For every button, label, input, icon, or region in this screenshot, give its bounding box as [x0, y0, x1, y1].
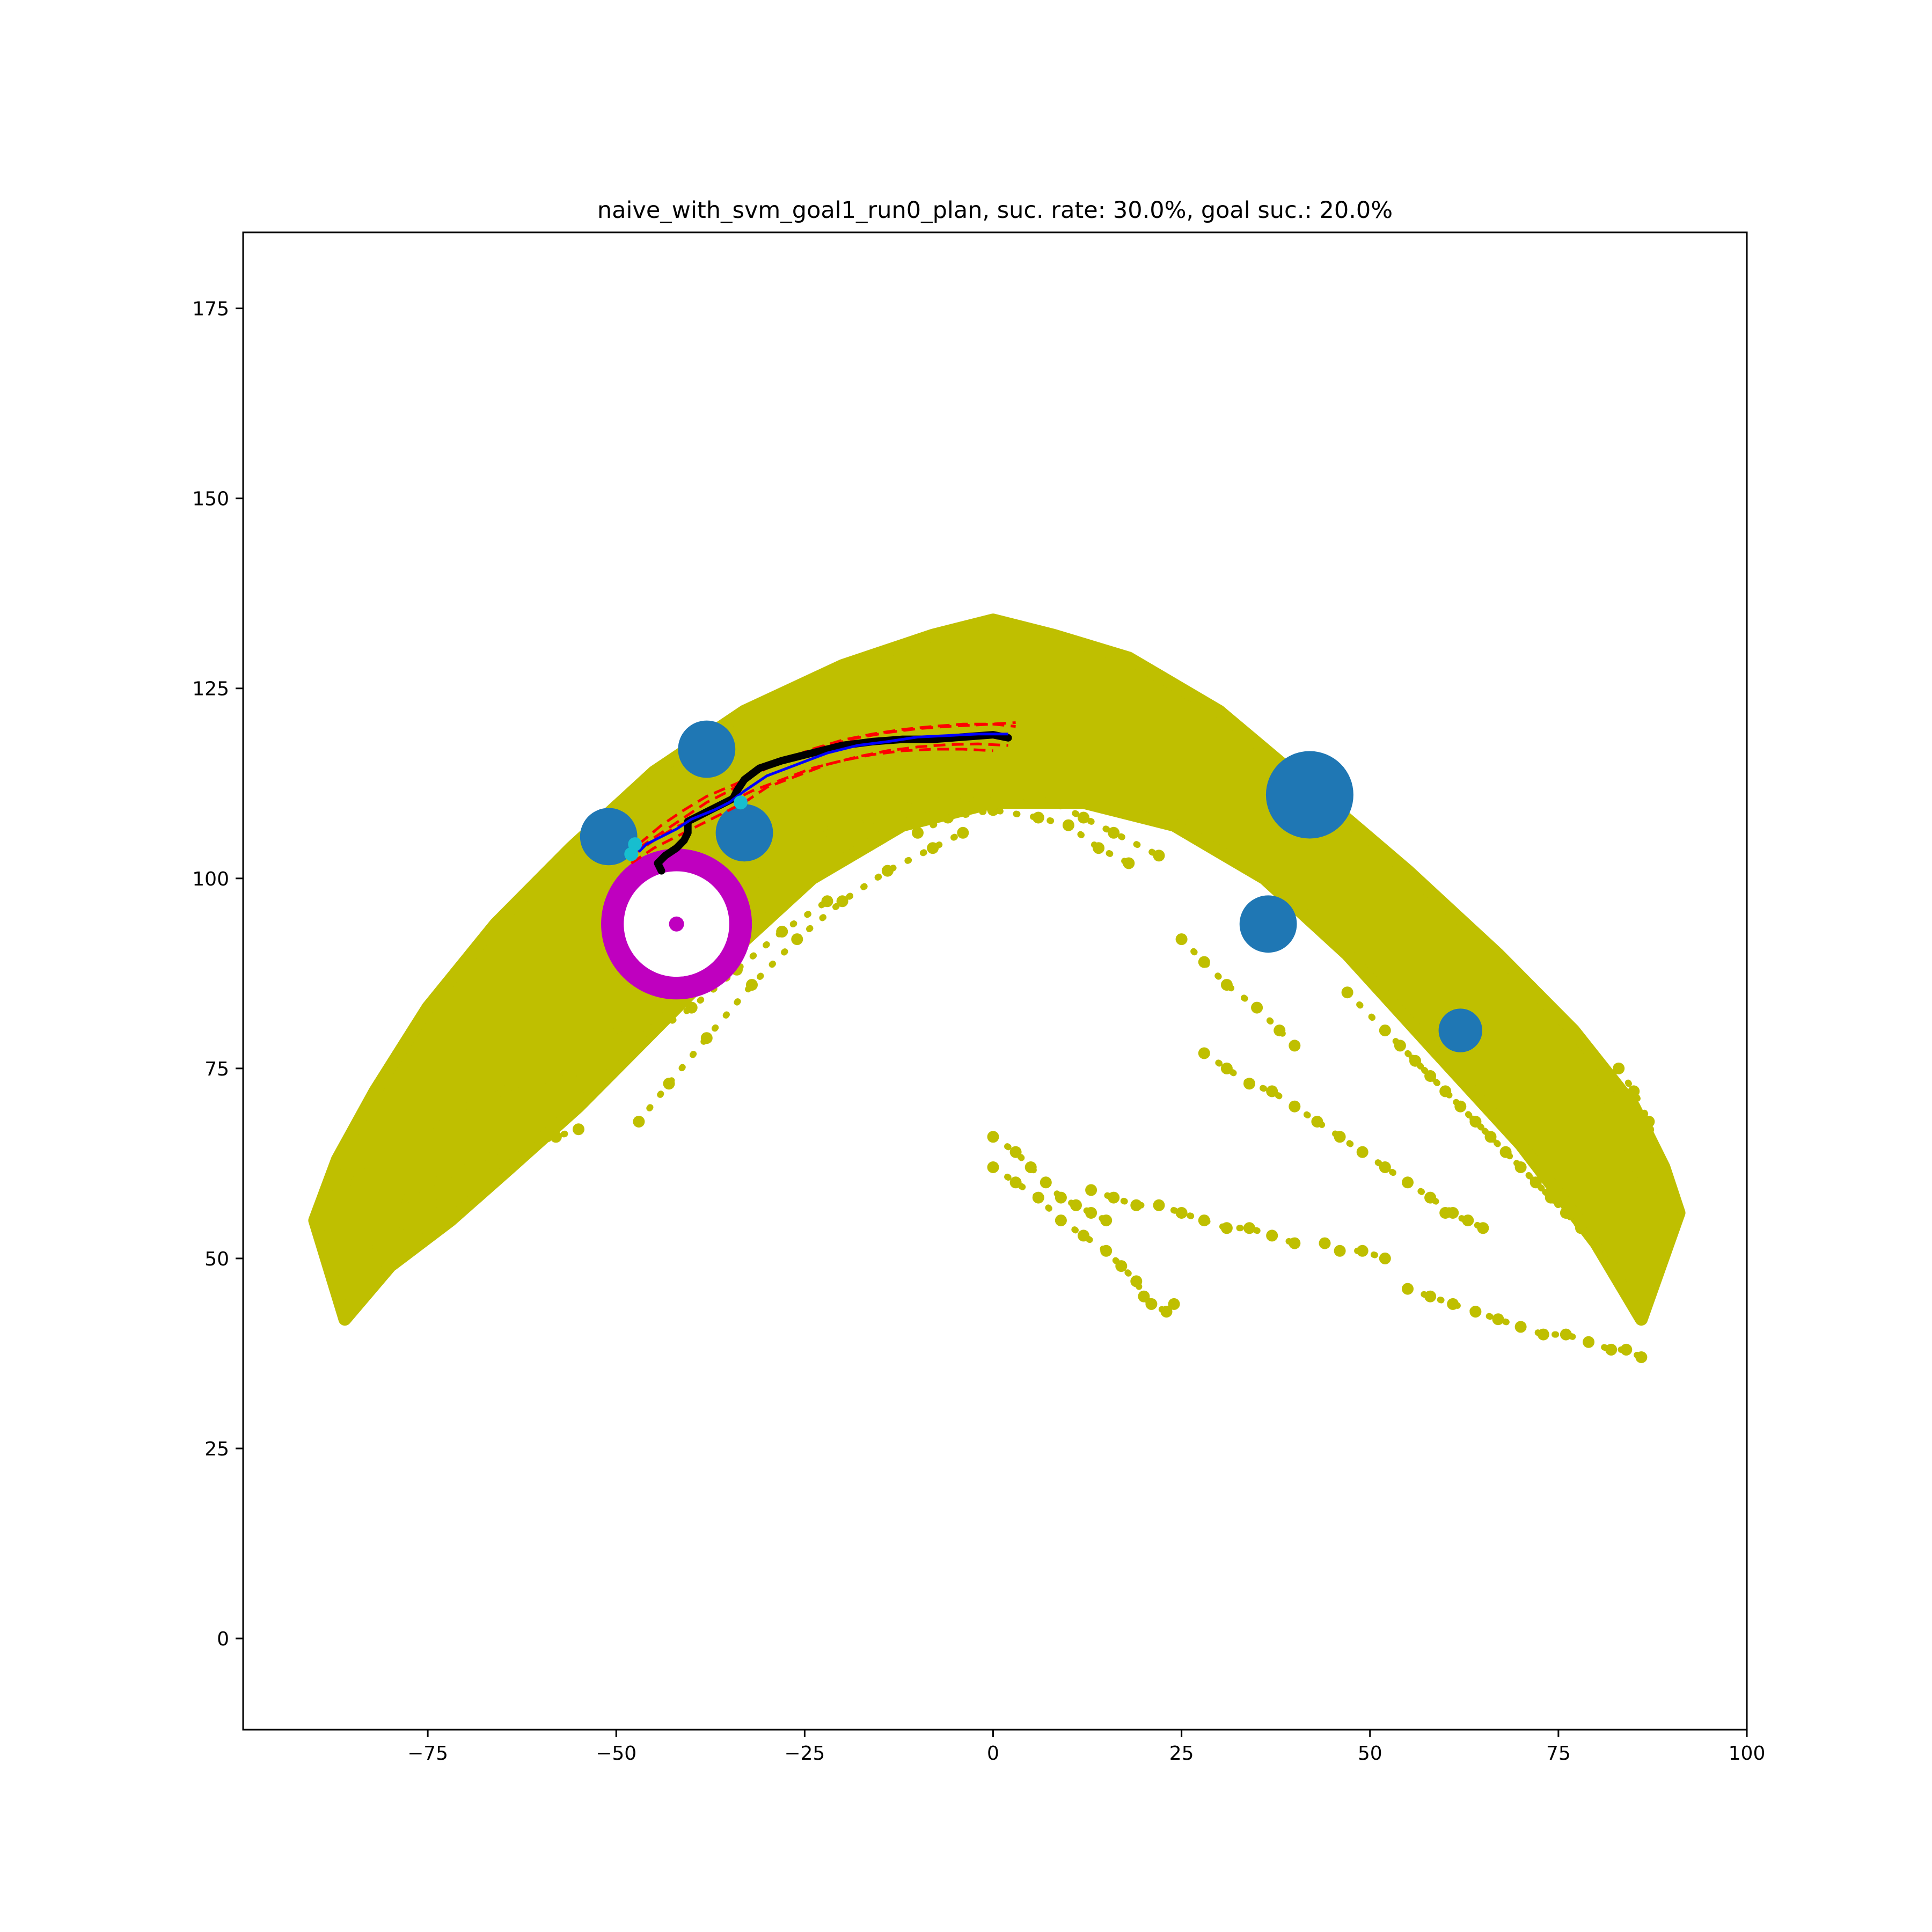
region-point [1266, 1085, 1278, 1097]
region-streak [1088, 1187, 1298, 1247]
region-point [1379, 1252, 1391, 1264]
region-streak [990, 1133, 1110, 1224]
planned-path [638, 733, 1008, 853]
y-tick-label: 125 [192, 678, 229, 700]
region-streak [635, 829, 967, 1125]
obstacle-circle [678, 720, 736, 778]
obstacle-circle [715, 804, 773, 862]
marker-point [624, 847, 639, 861]
region-point [573, 1123, 584, 1136]
region-point [1492, 1313, 1504, 1326]
x-tick-label: −50 [596, 1743, 636, 1765]
axes-frame [242, 231, 1748, 1731]
y-tick-label: 25 [204, 1438, 229, 1460]
region-streak [1321, 1240, 1388, 1262]
x-tick-label: −75 [407, 1743, 448, 1765]
x-tick-label: 50 [1358, 1743, 1382, 1765]
region-point [1379, 1161, 1391, 1173]
region-point [1175, 1207, 1188, 1219]
region-streak [1178, 936, 1298, 1049]
x-tick-label: 75 [1546, 1743, 1571, 1765]
obstacle-layer [580, 720, 1482, 1052]
plot-area [308, 613, 1686, 1363]
region-point [836, 895, 848, 908]
region-point [1628, 1085, 1640, 1097]
region-point [1047, 796, 1059, 809]
region-point [1243, 1222, 1255, 1234]
y-tick-label: 100 [192, 868, 229, 890]
region-point [987, 804, 999, 816]
region-point [1078, 811, 1089, 824]
y-axis: 0 25 50 75 100 125 150 175 [192, 298, 243, 1650]
y-tick-label: 150 [192, 488, 229, 510]
y-tick-label: 175 [192, 298, 229, 320]
x-tick-label: 100 [1729, 1743, 1766, 1765]
region-point [1168, 1298, 1180, 1310]
region-streak [1396, 1042, 1615, 1262]
region-streak [914, 807, 1132, 867]
obstacle-circle [1265, 751, 1353, 839]
chart-title: naive_with_svm_goal1_run0_plan, suc. rat… [597, 197, 1393, 224]
region-point [1643, 1116, 1655, 1128]
y-tick-label: 75 [204, 1058, 229, 1080]
x-tick-label: −25 [784, 1743, 825, 1765]
obstacle-circle [1438, 1008, 1482, 1052]
region-streak [371, 1202, 439, 1247]
goal-layer [601, 848, 752, 1000]
x-tick-label: 0 [987, 1743, 999, 1765]
marker-point [734, 795, 748, 810]
region-streak [1593, 1088, 1675, 1216]
y-tick-label: 0 [217, 1628, 229, 1650]
region-point [912, 796, 924, 809]
region-point [535, 1078, 547, 1090]
y-tick-label: 50 [204, 1248, 229, 1270]
region-streak [402, 1126, 582, 1201]
region-point [1153, 850, 1165, 862]
obstacle-circle [1239, 895, 1297, 953]
x-tick-label: 25 [1169, 1743, 1194, 1765]
region-streak [1442, 1210, 1487, 1232]
region-streak [349, 1073, 574, 1186]
executed-path [654, 731, 1012, 875]
region-point [550, 1131, 562, 1143]
bound-path [638, 721, 1016, 846]
region-streak [613, 792, 1162, 1034]
x-axis: −75 −50 −25 0 25 50 75 100 [407, 1730, 1765, 1765]
region-point [1108, 826, 1120, 839]
bound-path [638, 722, 1016, 850]
region-streak [990, 1164, 1177, 1316]
obstacle-circle [580, 808, 638, 866]
goal-center-point [669, 916, 684, 932]
region-point [957, 826, 969, 839]
path-layer [624, 721, 1016, 875]
region-streak [1201, 1050, 1457, 1216]
